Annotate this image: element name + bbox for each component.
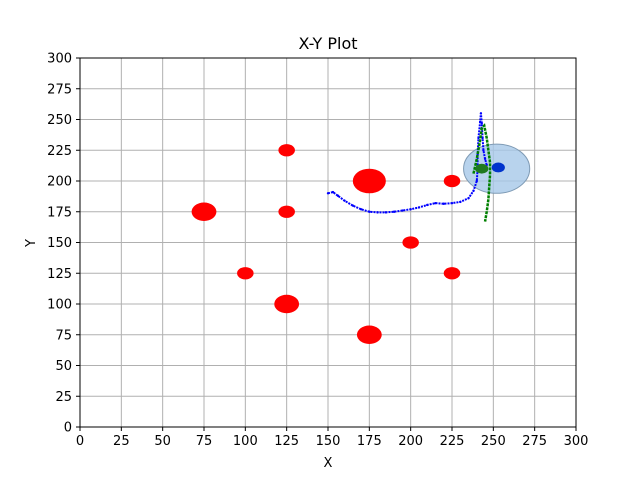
x-axis-label: X bbox=[324, 456, 333, 471]
x-tick-label: 200 bbox=[398, 434, 423, 449]
path-point bbox=[479, 112, 483, 115]
y-tick-label: 250 bbox=[47, 113, 72, 128]
obstacle bbox=[237, 267, 254, 280]
path-point bbox=[482, 149, 485, 152]
x-tick-label: 25 bbox=[113, 434, 130, 449]
path-point bbox=[336, 194, 340, 197]
y-tick-label: 300 bbox=[47, 52, 72, 67]
obstacle bbox=[443, 267, 461, 280]
plot-marks bbox=[191, 112, 531, 344]
y-tick-label: 0 bbox=[64, 421, 72, 436]
x-tick-label: 275 bbox=[522, 434, 547, 449]
x-tick-label: 100 bbox=[233, 434, 258, 449]
path-point bbox=[401, 209, 404, 212]
y-tick-label: 75 bbox=[55, 328, 72, 343]
y-tick-label: 175 bbox=[47, 205, 72, 220]
obstacle bbox=[352, 168, 386, 194]
y-tick-label: 50 bbox=[55, 359, 72, 374]
path-point bbox=[480, 121, 483, 125]
y-tick-label: 125 bbox=[47, 267, 72, 282]
heading-line bbox=[472, 123, 492, 222]
ticks: 0 25 50 75 100 125 150 175 200 225 250 275 300 0 25 50 7… bbox=[47, 52, 588, 450]
x-tick-label: 150 bbox=[316, 434, 341, 449]
x-tick-label: 125 bbox=[274, 434, 299, 449]
obstacle bbox=[443, 174, 461, 188]
y-axis-label: Y bbox=[24, 239, 39, 248]
path-point bbox=[368, 210, 371, 213]
y-tick-label: 200 bbox=[47, 175, 72, 190]
path-point bbox=[483, 157, 487, 161]
path-point bbox=[384, 211, 388, 214]
path-point bbox=[409, 208, 412, 211]
y-tick-label: 225 bbox=[47, 144, 72, 159]
path-point bbox=[472, 189, 475, 193]
obstacle bbox=[274, 294, 300, 314]
obstacle bbox=[278, 205, 295, 218]
path-point bbox=[478, 120, 482, 124]
x-tick-label: 225 bbox=[440, 434, 465, 449]
path-point bbox=[426, 203, 429, 207]
obstacle bbox=[191, 202, 217, 221]
chart-title: X-Y Plot bbox=[298, 34, 357, 53]
x-tick-label: 175 bbox=[357, 434, 382, 449]
path-point bbox=[376, 211, 379, 214]
path-point bbox=[351, 204, 354, 207]
path-point bbox=[481, 136, 484, 140]
x-tick-label: 75 bbox=[196, 434, 213, 449]
path-point bbox=[343, 199, 346, 202]
x-tick-label: 0 bbox=[76, 434, 84, 449]
path-point bbox=[417, 206, 421, 209]
path-point bbox=[392, 210, 396, 213]
path-point bbox=[331, 190, 335, 194]
path-point bbox=[477, 136, 480, 140]
y-tick-label: 275 bbox=[47, 82, 72, 97]
obstacle bbox=[402, 236, 419, 249]
y-tick-label: 150 bbox=[47, 236, 72, 251]
path-point bbox=[475, 179, 478, 183]
path-point bbox=[467, 197, 470, 200]
x-tick-label: 300 bbox=[564, 434, 589, 449]
obstacle bbox=[278, 144, 295, 157]
goal-center bbox=[475, 163, 489, 174]
obstacle bbox=[356, 325, 382, 344]
y-tick-label: 100 bbox=[47, 298, 72, 313]
path-point bbox=[359, 208, 363, 211]
x-tick-label: 250 bbox=[481, 434, 506, 449]
path-point bbox=[434, 201, 437, 205]
y-tick-label: 25 bbox=[55, 390, 72, 405]
path-point bbox=[326, 192, 330, 195]
path-point bbox=[459, 200, 462, 204]
x-tick-label: 50 bbox=[154, 434, 171, 449]
path-point bbox=[450, 201, 454, 205]
path-point bbox=[442, 202, 445, 205]
robot-position bbox=[491, 162, 505, 173]
